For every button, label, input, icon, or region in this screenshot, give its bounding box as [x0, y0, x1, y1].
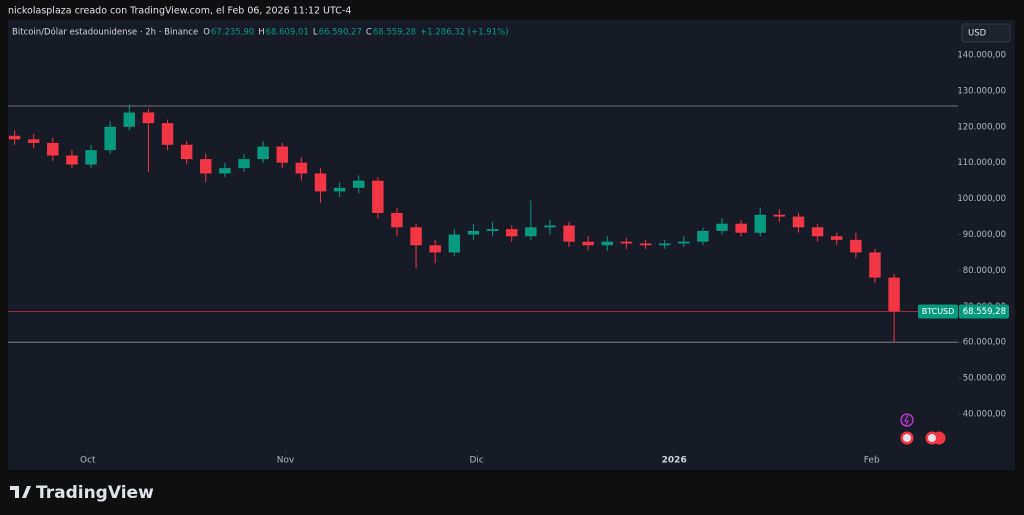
candle-body — [525, 227, 537, 237]
candle-body — [697, 230, 709, 242]
candle-body — [66, 155, 78, 165]
change: +1.286,32 (+1,91%) — [420, 28, 508, 38]
y-tick-label: 90.000,00 — [963, 230, 1006, 240]
candle-body — [467, 230, 480, 235]
plot-area — [8, 104, 958, 343]
currency-button[interactable] — [961, 23, 1011, 43]
logo-mark — [10, 486, 31, 498]
candle-body — [830, 236, 843, 240]
candle-body — [448, 234, 461, 253]
y-tick-label: 50.000,00 — [963, 374, 1006, 384]
candle-body — [85, 150, 97, 165]
y-tick-label: 130.000,00 — [957, 86, 1006, 96]
candle-body — [238, 159, 250, 169]
flag — [903, 434, 911, 442]
candle-body — [8, 135, 21, 140]
logo: TradingView — [10, 483, 154, 503]
ohlc-value: 66.590,27 — [319, 28, 362, 38]
ohlc-key: H — [258, 28, 264, 38]
candle-body — [161, 123, 174, 145]
candle-body — [716, 223, 728, 231]
candle-body — [257, 146, 269, 160]
y-tick-label: 100.000,00 — [957, 194, 1006, 204]
candle-body — [505, 229, 518, 237]
candle-body — [410, 227, 422, 246]
candle-body — [658, 243, 671, 246]
candle-body — [888, 277, 900, 312]
y-tick-label: 80.000,00 — [963, 266, 1006, 276]
legend: Bitcoin/Dólar estadounidense · 2h · Bina… — [12, 27, 509, 38]
candle-body — [180, 144, 193, 160]
y-tick-label: 140.000,00 — [957, 51, 1006, 61]
event-icons — [900, 413, 946, 445]
candle-body — [142, 112, 155, 124]
candle-body — [850, 239, 862, 253]
symbol-name: BTCUSD — [922, 307, 955, 316]
candle-body — [754, 214, 766, 233]
ohlc-value: 68.559,28 — [373, 28, 416, 38]
candle-body — [314, 173, 327, 192]
candle-body — [544, 225, 556, 228]
candle-body — [429, 245, 441, 253]
candle-body — [620, 241, 633, 244]
axes: 40.000,0050.000,0060.000,0070.000,0080.0… — [80, 51, 1009, 466]
y-tick-label: 60.000,00 — [963, 338, 1006, 348]
ohlc-key: L — [313, 28, 318, 38]
ohlc-key: O — [203, 28, 210, 38]
currency[interactable]: USD — [968, 29, 987, 39]
candle-body — [295, 162, 308, 174]
lightning — [904, 414, 909, 426]
symbol-tag — [918, 304, 958, 319]
candle-body — [104, 126, 116, 151]
candle-body — [123, 112, 136, 127]
x-tick-label: Nov — [277, 456, 295, 466]
price-tag-label: 68.559,28 — [963, 307, 1006, 317]
y-tick-label: 110.000,00 — [957, 158, 1006, 168]
y-tick-label: 120.000,00 — [957, 122, 1006, 132]
candle-body — [333, 187, 346, 192]
candle-body — [352, 180, 365, 188]
candle-body — [735, 223, 747, 233]
x-tick-label: Dic — [469, 456, 483, 466]
candle-body — [811, 227, 824, 237]
ohlc-value: 67.235,90 — [211, 28, 254, 38]
caption: nickolasplaza creado con TradingView.com… — [8, 6, 351, 17]
y-tick-label: 40.000,00 — [963, 409, 1006, 419]
price-tag — [959, 304, 1009, 319]
ohlc-key: C — [366, 28, 372, 38]
candle-body — [276, 146, 288, 163]
candle-body — [47, 142, 59, 156]
event-icon[interactable] — [900, 413, 914, 427]
x-tick-label: Feb — [864, 456, 880, 466]
candle-body — [200, 159, 212, 174]
candle-body — [582, 241, 594, 246]
candle-body — [792, 216, 805, 228]
ohlc-value: 68.609,01 — [266, 28, 309, 38]
candle-body — [601, 241, 614, 246]
candle-body — [869, 252, 881, 278]
candle-body — [773, 214, 786, 217]
candle-body — [563, 225, 575, 242]
candle-body — [27, 139, 40, 143]
candle-body — [639, 243, 652, 246]
candle-body — [486, 229, 499, 231]
x-tick-label: 2026 — [662, 456, 687, 466]
candle-body — [678, 241, 690, 244]
logo-text: TradingView — [36, 483, 154, 503]
chart-panel — [8, 20, 1015, 470]
candle-body — [372, 180, 384, 213]
candle-body — [219, 168, 231, 174]
x-tick-label: Oct — [80, 456, 96, 466]
flag — [928, 434, 936, 442]
legend-title: Bitcoin/Dólar estadounidense · 2h · Bina… — [12, 27, 198, 38]
candle-body — [391, 212, 403, 228]
